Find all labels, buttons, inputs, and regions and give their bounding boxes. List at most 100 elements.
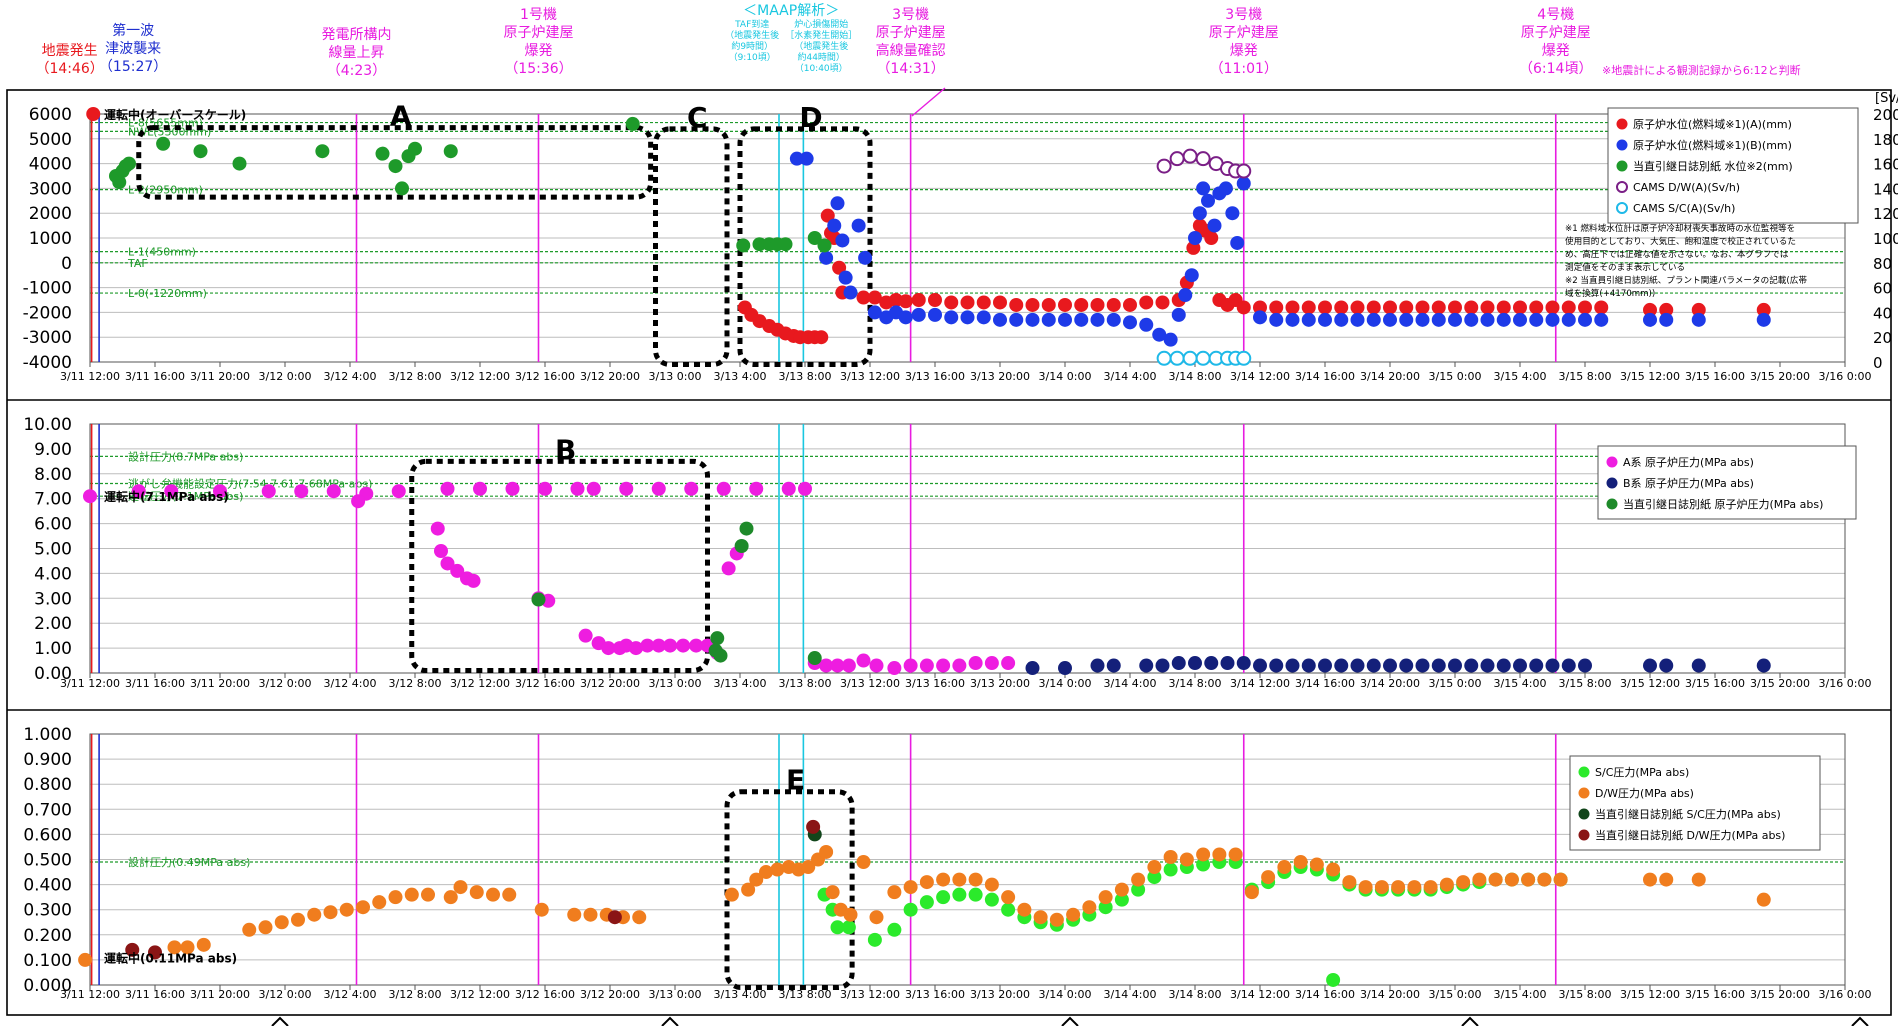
event-header-u1-explosion: 1号機 原子炉建屋 爆発 （15:36） — [504, 6, 574, 78]
y-tick-label: -3000 — [23, 328, 72, 348]
data-point — [1269, 312, 1284, 327]
x-tick-label: 3/13 12:00 — [840, 988, 900, 1001]
data-point — [741, 882, 756, 897]
figure-frame — [6, 89, 1892, 1016]
y2-tick-label: 180 — [1873, 131, 1898, 149]
data-point — [1171, 307, 1186, 322]
y2-tick-label: 100 — [1873, 230, 1898, 248]
data-point — [1139, 317, 1154, 332]
data-point — [1643, 872, 1657, 887]
data-point — [1334, 658, 1349, 673]
data-point — [632, 910, 647, 925]
series-1 — [789, 151, 1771, 347]
data-point — [689, 638, 704, 653]
x-tick-label: 3/13 12:00 — [840, 370, 900, 383]
maap-note-line: TAF到達 — [735, 20, 770, 30]
data-point — [1082, 900, 1097, 915]
data-point — [1643, 312, 1657, 327]
x-tick-label: 3/14 20:00 — [1360, 370, 1420, 383]
data-point — [1350, 658, 1365, 673]
data-point — [1659, 302, 1674, 317]
data-point — [78, 952, 93, 967]
data-point — [936, 872, 951, 887]
data-point — [1383, 300, 1397, 315]
event-header-line: （4:23） — [326, 63, 387, 79]
data-point — [1147, 870, 1162, 885]
x-tick-label: 3/14 4:00 — [1104, 370, 1157, 383]
data-point — [919, 658, 934, 673]
data-point — [351, 494, 366, 509]
legend-marker — [1578, 829, 1590, 841]
data-point — [1195, 350, 1211, 366]
x-tick-label: 3/13 4:00 — [714, 988, 767, 1001]
plot-area — [89, 423, 1846, 674]
data-point — [586, 481, 601, 496]
panel-water-level: -4000-3000-2000-100001000200030004000500… — [23, 91, 1898, 383]
x-tick-label: 3/12 20:00 — [580, 370, 640, 383]
data-point — [1196, 847, 1211, 862]
data-point — [1196, 181, 1211, 196]
data-point — [1236, 350, 1252, 366]
data-point — [952, 658, 967, 673]
data-point — [1017, 902, 1032, 917]
maap-note-line: 炉心損傷開始 — [794, 20, 849, 30]
y-tick-label: 5000 — [29, 130, 72, 150]
data-point — [814, 330, 829, 345]
event-header-line: （6:14頃） — [1519, 61, 1593, 77]
data-point — [858, 250, 873, 265]
data-point — [770, 862, 785, 877]
annotation-label-E: E — [786, 764, 805, 797]
y-tick-label: 0.300 — [23, 901, 72, 921]
data-point — [538, 481, 552, 496]
series-3 — [1156, 148, 1252, 179]
data-point — [1456, 875, 1471, 890]
data-point — [1578, 312, 1592, 327]
x-tick-label: 3/16 0:00 — [1819, 370, 1872, 383]
data-point — [453, 880, 468, 895]
data-point — [167, 940, 182, 955]
event-header-line: 爆発 — [1229, 43, 1258, 59]
data-point — [968, 656, 983, 671]
data-point — [1537, 872, 1552, 887]
y-tick-label: 4000 — [29, 155, 72, 175]
data-point — [1756, 892, 1771, 907]
data-point — [887, 885, 902, 900]
data-point — [1025, 312, 1040, 327]
data-point — [148, 945, 162, 960]
data-point — [1178, 288, 1193, 303]
data-point — [469, 885, 484, 900]
series-1 — [1025, 656, 1771, 676]
data-point — [1756, 302, 1771, 317]
data-point — [1182, 350, 1198, 366]
x-tick-label: 3/13 20:00 — [970, 988, 1030, 1001]
timeline-caret — [1851, 1016, 1869, 1027]
event-header-u4-explosion: 4号機 原子炉建屋 爆発 （6:14頃） — [1519, 6, 1592, 78]
data-point — [1448, 658, 1462, 673]
data-point — [440, 556, 455, 571]
data-point — [180, 940, 195, 955]
data-point — [1293, 855, 1308, 870]
x-tick-label: 3/11 16:00 — [125, 988, 185, 1001]
data-point — [960, 310, 975, 325]
annotation-label-A: A — [390, 100, 412, 133]
data-point — [1545, 312, 1560, 327]
data-point — [1253, 300, 1267, 315]
data-point — [936, 658, 951, 673]
annotation-box-B — [409, 458, 710, 674]
data-point — [1374, 880, 1389, 895]
data-point — [1496, 300, 1511, 315]
callout-leader — [911, 87, 946, 117]
data-point — [1106, 312, 1121, 327]
data-point — [534, 902, 549, 917]
data-point — [1431, 312, 1446, 327]
x-tick-label: 3/13 12:00 — [840, 677, 900, 690]
data-point — [1691, 302, 1706, 317]
data-point — [1066, 907, 1081, 922]
maap-note-line: 約44時間） — [797, 53, 845, 63]
data-point — [716, 481, 731, 496]
data-point — [843, 907, 858, 922]
footnote: 測定値をそのまま表示している — [1565, 261, 1685, 273]
data-point — [274, 915, 289, 930]
x-tick-label: 3/15 20:00 — [1750, 677, 1810, 690]
event-header-line: 1号機 — [520, 7, 557, 23]
